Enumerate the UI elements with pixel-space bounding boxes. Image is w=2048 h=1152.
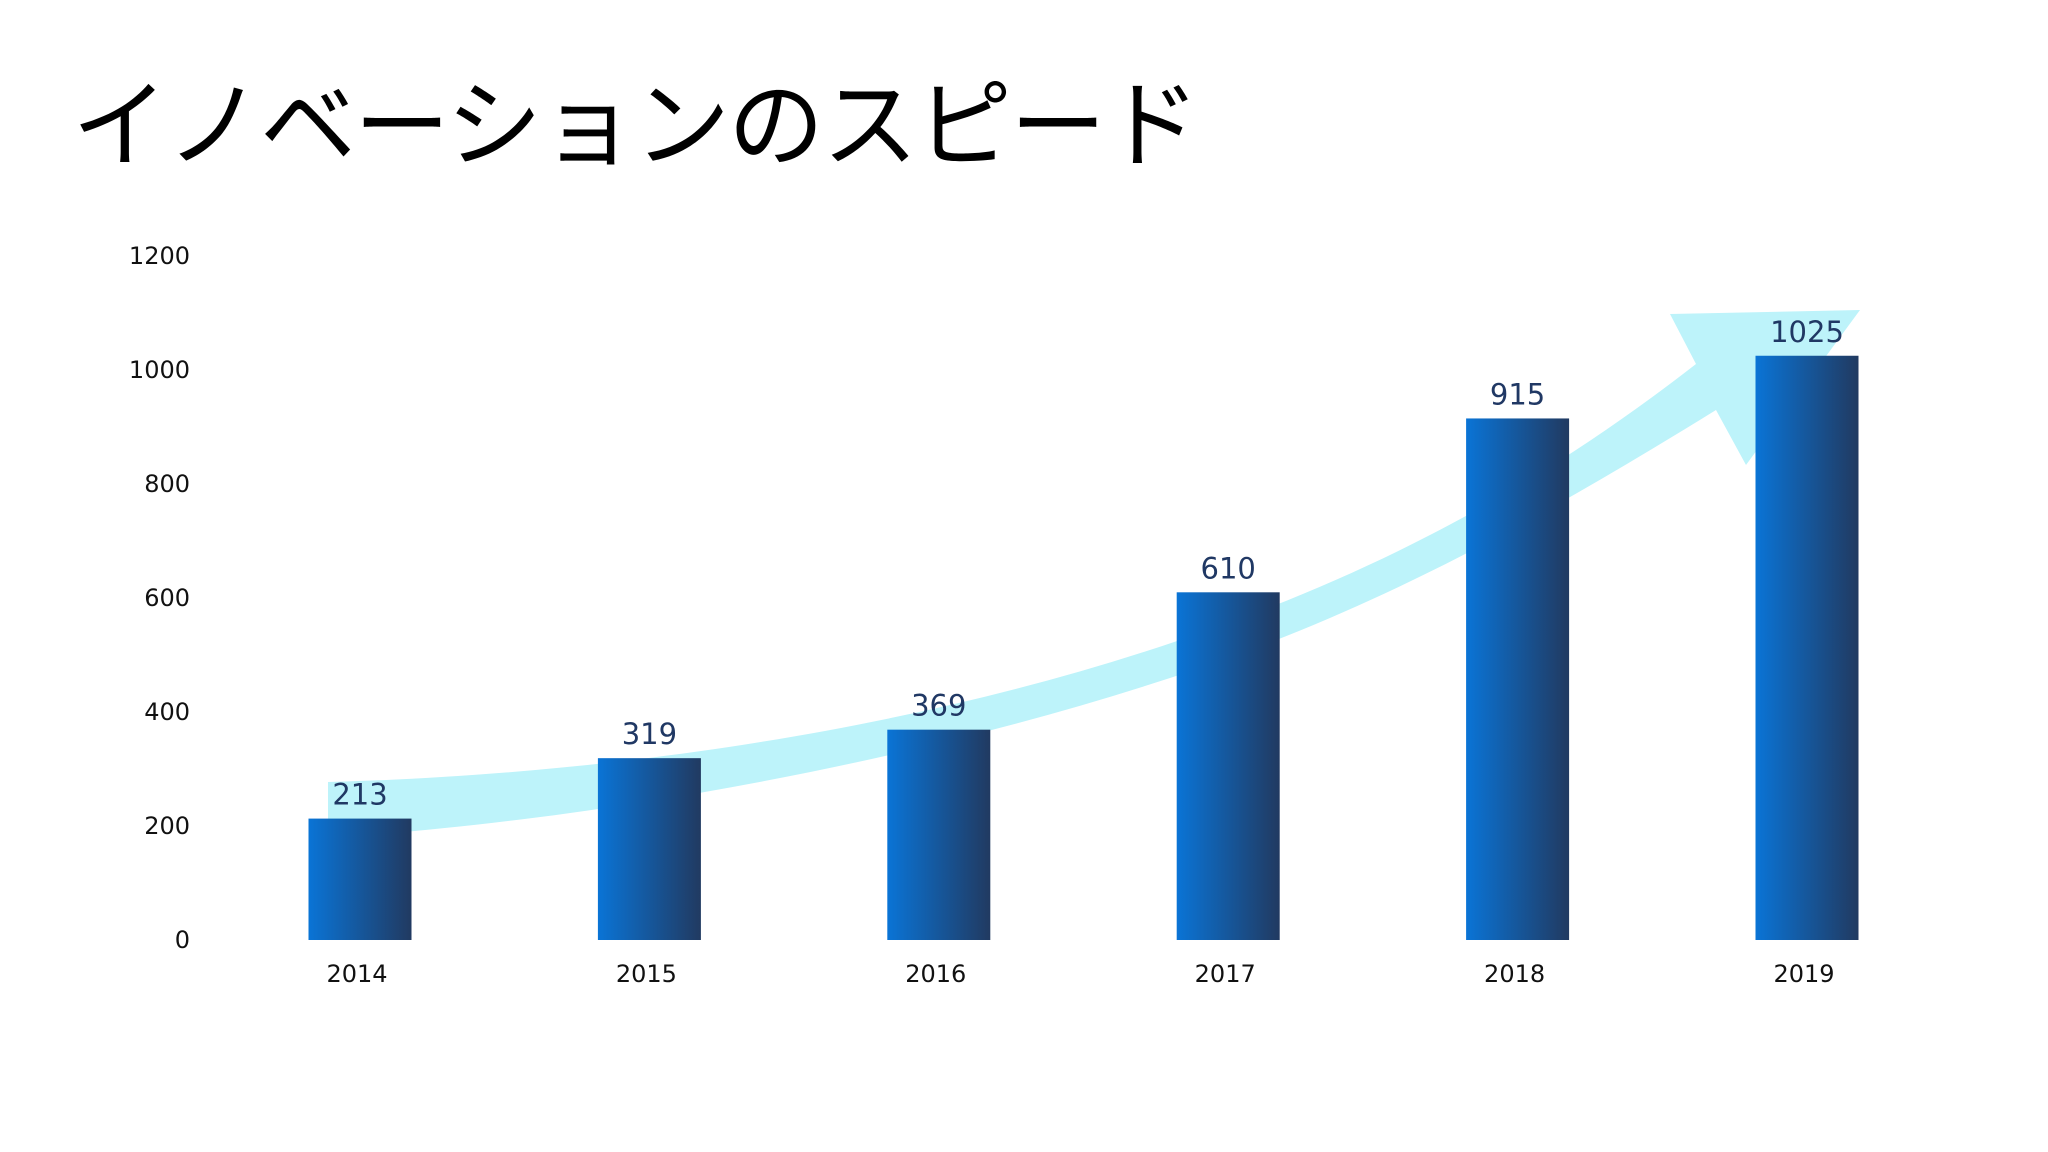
y-tick-label: 600 [144,584,190,612]
data-label: 319 [622,717,677,751]
x-tick-label: 2019 [1773,960,1834,988]
x-tick-label: 2017 [1195,960,1256,988]
y-tick-label: 0 [175,926,190,954]
slide-title: イノベーションのスピード [72,70,1200,182]
y-tick-label: 1200 [129,242,190,270]
y-tick-label: 1000 [129,356,190,384]
bar-2015 [597,758,701,940]
x-tick-label: 2014 [326,960,387,988]
bar-2019 [1755,355,1859,940]
x-tick-label: 2015 [616,960,677,988]
y-tick-label: 200 [144,812,190,840]
bar-2018 [1466,418,1570,940]
data-label: 915 [1490,377,1545,411]
data-label: 1025 [1770,315,1844,349]
y-tick-label: 800 [144,470,190,498]
data-label: 610 [1201,551,1256,585]
x-tick-label: 2016 [905,960,966,988]
bar-2014 [308,818,412,940]
data-label: 369 [911,689,966,723]
y-tick-label: 400 [144,698,190,726]
bar-2017 [1176,592,1280,940]
growth-arrow [328,310,1860,838]
x-tick-label: 2018 [1484,960,1545,988]
data-label: 213 [332,778,387,812]
bar-2016 [887,729,991,940]
